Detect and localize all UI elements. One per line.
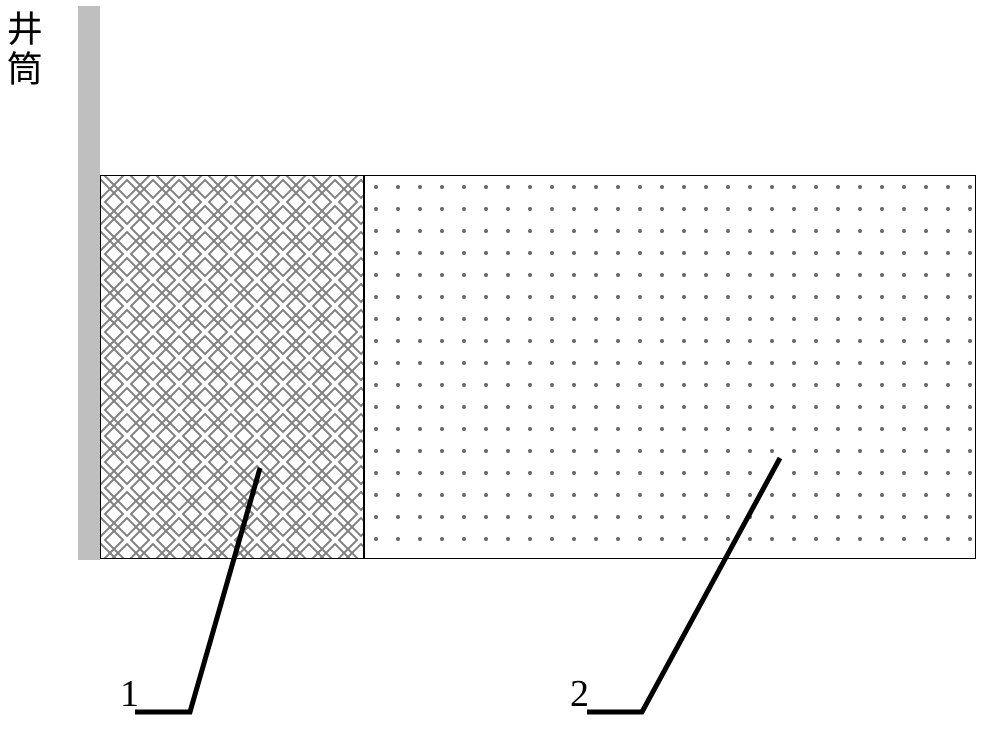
leader-2-icon <box>0 0 992 742</box>
region-2-label: 2 <box>570 672 589 716</box>
diagram-canvas: 井筒 <box>0 0 992 742</box>
